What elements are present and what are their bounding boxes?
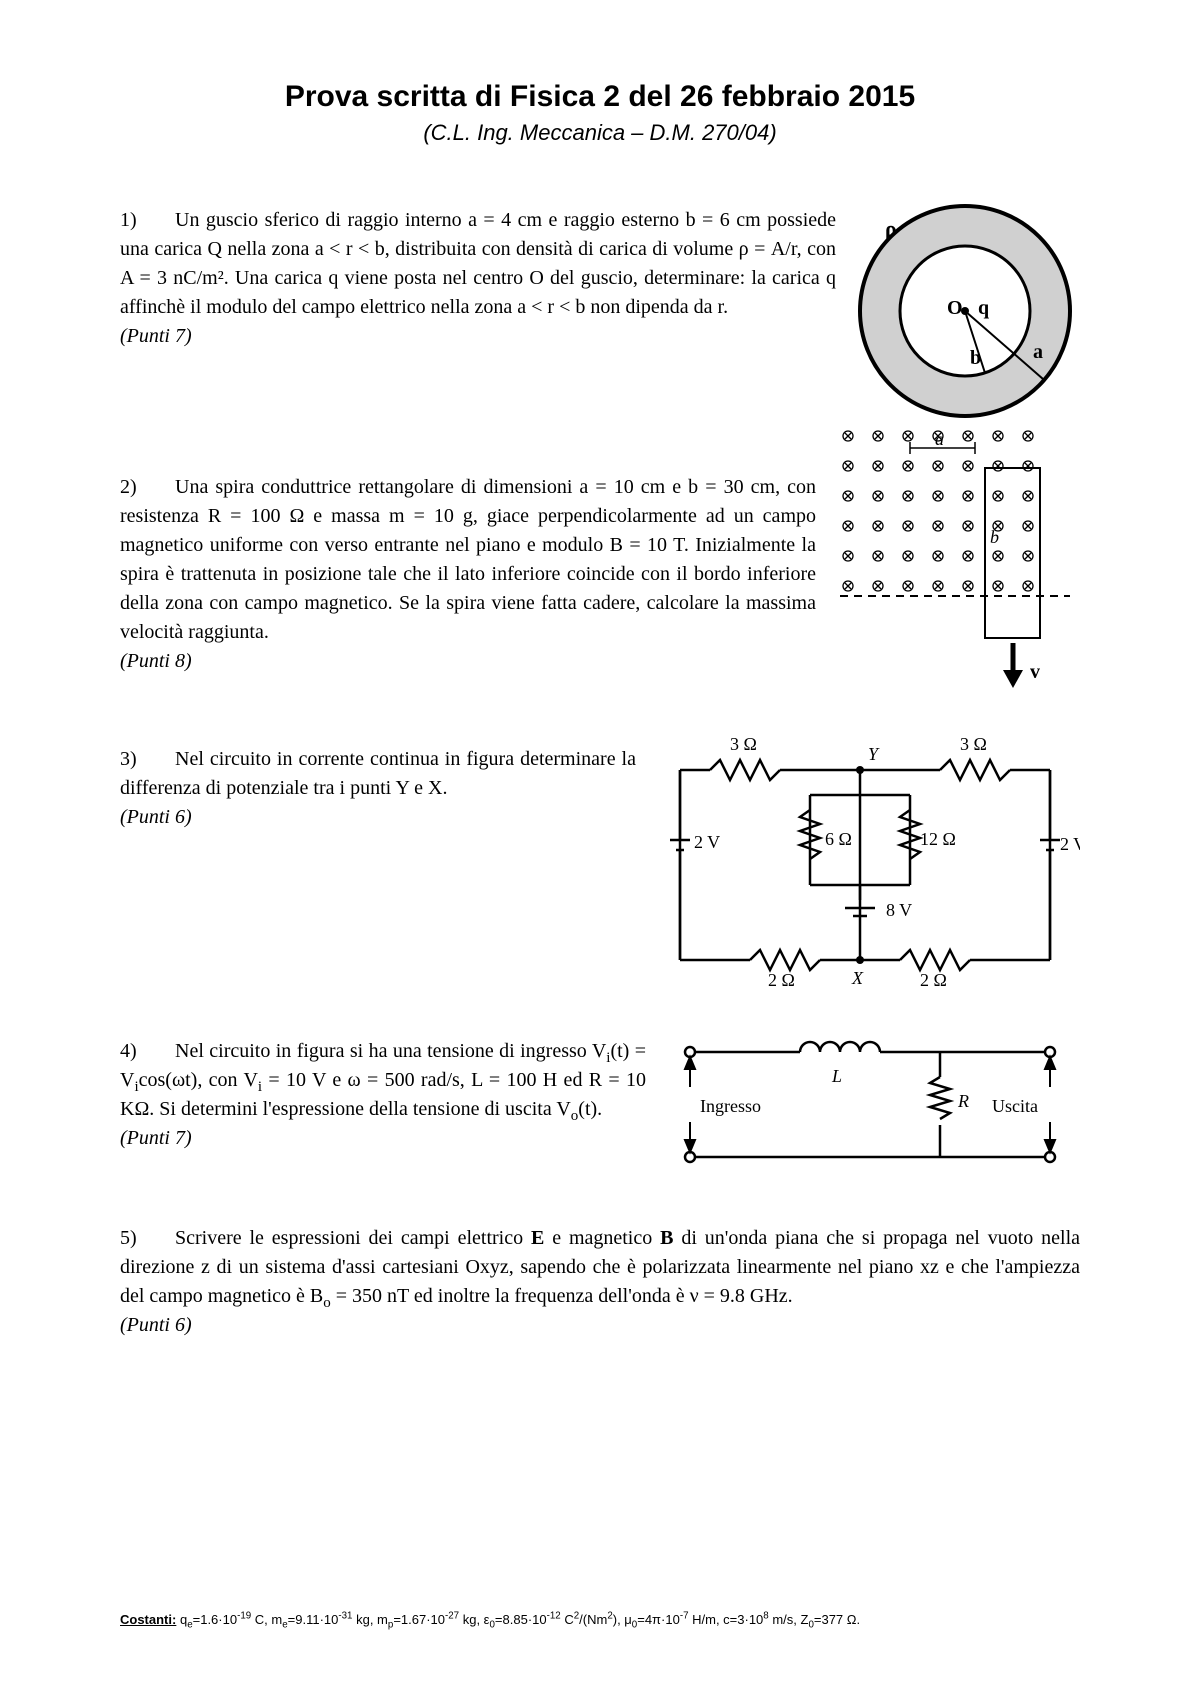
problem-1-points: (Punti 7) (120, 325, 192, 347)
problem-4: L R Ingresso Uscita 4)Nel circuito in fi… (120, 1037, 1080, 1186)
problem-2-number: 2) (120, 473, 175, 502)
svg-text:O: O (947, 297, 963, 319)
constants-line: Costanti: qe=1.6·10-19 C, me=9.11·10-31 … (120, 1612, 860, 1627)
problem-3: 3 Ω 3 Ω 2 V 6 Ω 12 Ω 2 V 8 V 2 Ω 2 Ω Y X… (120, 745, 1080, 999)
svg-text:12 Ω: 12 Ω (920, 829, 956, 849)
figure-circuit-4: L R Ingresso Uscita (660, 1027, 1080, 1186)
svg-text:X: X (851, 968, 864, 988)
svg-text:3 Ω: 3 Ω (960, 734, 987, 754)
svg-text:Ingresso: Ingresso (700, 1096, 761, 1116)
problem-1-number: 1) (120, 206, 175, 235)
svg-text:2 V: 2 V (694, 832, 720, 852)
svg-text:L: L (831, 1066, 842, 1086)
svg-text:q: q (978, 297, 989, 319)
svg-text:a: a (1033, 341, 1043, 363)
svg-text:b: b (990, 527, 999, 547)
svg-text:8 V: 8 V (886, 900, 912, 920)
problem-2-points: (Punti 8) (120, 650, 192, 672)
problem-5-number: 5) (120, 1224, 175, 1253)
problem-4-points: (Punti 7) (120, 1127, 192, 1149)
problem-4-number: 4) (120, 1037, 175, 1066)
svg-text:v: v (1030, 661, 1040, 683)
page-title: Prova scritta di Fisica 2 del 26 febbrai… (120, 80, 1080, 114)
problem-5-text: Scrivere le espressioni dei campi elettr… (120, 1227, 1080, 1307)
constants-label: Costanti: (120, 1612, 176, 1627)
problem-3-text: Nel circuito in corrente continua in fig… (120, 748, 636, 799)
svg-text:Uscita: Uscita (992, 1096, 1038, 1116)
problem-2: a b v 2)Una spira conduttrice rettangola… (120, 473, 1080, 707)
svg-text:a: a (935, 429, 944, 449)
svg-text:R: R (957, 1091, 969, 1111)
svg-text:b: b (970, 347, 981, 369)
problem-5: 5)Scrivere le espressioni dei campi elet… (120, 1224, 1080, 1340)
svg-text:Y: Y (868, 744, 880, 764)
page-subtitle: (C.L. Ing. Meccanica – D.M. 270/04) (120, 120, 1080, 146)
svg-text:ρ: ρ (885, 216, 897, 241)
problem-2-text: Una spira conduttrice rettangolare di di… (120, 476, 816, 643)
problem-1-text: Un guscio sferico di raggio interno a = … (120, 209, 836, 318)
page: Prova scritta di Fisica 2 del 26 febbrai… (0, 0, 1200, 1697)
figure-circuit-3: 3 Ω 3 Ω 2 V 6 Ω 12 Ω 2 V 8 V 2 Ω 2 Ω Y X (650, 730, 1080, 999)
problem-4-text: Nel circuito in figura si ha una tension… (120, 1040, 646, 1120)
problem-5-points: (Punti 6) (120, 1314, 192, 1336)
figure-loop: a b v (830, 418, 1080, 707)
svg-text:2 V: 2 V (1060, 834, 1080, 854)
problem-3-number: 3) (120, 745, 175, 774)
figure-sphere: ρ O q b a (850, 196, 1080, 435)
svg-text:6 Ω: 6 Ω (825, 829, 852, 849)
problem-1: ρ O q b a 1)Un guscio sferico di raggio … (120, 206, 1080, 435)
svg-text:2 Ω: 2 Ω (768, 970, 795, 990)
problem-3-points: (Punti 6) (120, 806, 192, 828)
svg-text:3 Ω: 3 Ω (730, 734, 757, 754)
constants-text: qe=1.6·10-19 C, me=9.11·10-31 kg, mp=1.6… (176, 1612, 860, 1627)
svg-text:2 Ω: 2 Ω (920, 970, 947, 990)
